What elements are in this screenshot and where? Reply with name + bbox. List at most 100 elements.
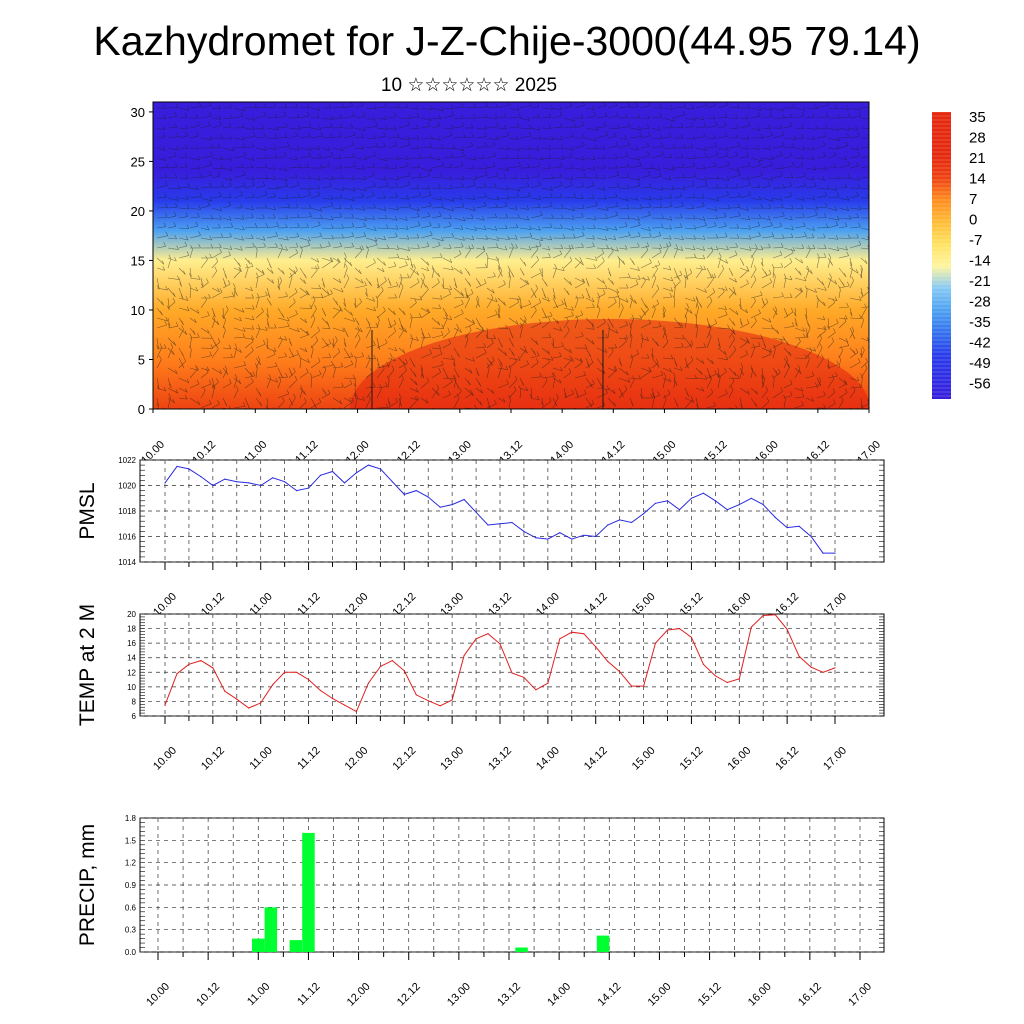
wind-barb bbox=[156, 347, 163, 359]
wind-barb-flag bbox=[328, 353, 332, 358]
wind-barb-flag bbox=[561, 342, 564, 347]
wind-barb bbox=[420, 225, 432, 229]
wind-barb-flag bbox=[483, 182, 487, 187]
wind-barb-flag bbox=[491, 338, 494, 344]
wind-barb-flag bbox=[819, 343, 823, 348]
wind-barb-flag bbox=[725, 310, 728, 315]
wind-barb-flag bbox=[274, 145, 277, 150]
wind-barb-flag bbox=[763, 343, 767, 348]
wind-barb-flag bbox=[373, 258, 376, 263]
cs-y-tick-label: 15 bbox=[131, 253, 145, 268]
data-point bbox=[666, 629, 669, 631]
wind-barb bbox=[860, 117, 869, 119]
wind-barb-flag bbox=[429, 167, 432, 172]
wind-barb bbox=[574, 197, 584, 199]
wind-barb-flag bbox=[526, 360, 529, 365]
wind-barb-flag bbox=[714, 369, 717, 375]
wind-barb bbox=[167, 347, 175, 356]
wind-barb-flag bbox=[462, 216, 466, 222]
wind-barb-flag bbox=[216, 378, 219, 383]
wind-barb bbox=[277, 126, 288, 129]
wind-barb bbox=[860, 146, 869, 149]
wind-barb-flag bbox=[637, 113, 641, 119]
wind-barb bbox=[794, 291, 802, 299]
wind-barb bbox=[409, 137, 420, 140]
wind-barb-flag bbox=[780, 151, 783, 156]
wind-barb-flag bbox=[212, 384, 216, 389]
wind-barb bbox=[310, 361, 321, 369]
wind-barb-flag bbox=[834, 296, 838, 301]
wind-barb-flag bbox=[792, 103, 796, 109]
wind-barb-flag bbox=[780, 387, 783, 392]
data-point bbox=[463, 654, 465, 657]
wind-barb bbox=[508, 302, 520, 309]
wind-barb-flag bbox=[548, 164, 551, 169]
wind-barb bbox=[530, 288, 538, 299]
wind-barb bbox=[838, 359, 841, 369]
wind-barb-flag bbox=[693, 154, 696, 159]
wind-barb-flag bbox=[853, 350, 856, 355]
wind-barb bbox=[200, 164, 212, 169]
wind-barb bbox=[442, 277, 445, 289]
wind-barb bbox=[706, 225, 717, 229]
wind-barb bbox=[629, 127, 641, 131]
wind-barb-flag bbox=[715, 233, 719, 239]
wind-barb-flag bbox=[218, 223, 221, 229]
wind-barb-flag bbox=[331, 360, 334, 366]
wind-barb bbox=[486, 276, 496, 279]
wind-barb-flag bbox=[705, 102, 708, 106]
data-point bbox=[726, 681, 728, 684]
wind-barb-flag bbox=[575, 315, 579, 320]
wind-barb bbox=[541, 157, 552, 160]
wind-barb-flag bbox=[561, 155, 565, 160]
wind-barb bbox=[486, 397, 491, 409]
wind-barb-flag bbox=[209, 160, 213, 165]
wind-barb bbox=[299, 358, 302, 369]
wind-barb-flag bbox=[266, 313, 269, 318]
wind-barb-flag bbox=[510, 334, 514, 339]
wind-barb bbox=[662, 187, 674, 191]
wind-barb bbox=[849, 268, 853, 279]
wind-barb bbox=[453, 126, 464, 129]
wind-barb-flag bbox=[338, 258, 341, 263]
wind-barb bbox=[244, 267, 249, 279]
x-tick-label: 11.12 bbox=[295, 981, 322, 1008]
wind-barb bbox=[519, 389, 522, 399]
wind-barb bbox=[750, 259, 754, 269]
wind-barb-flag bbox=[823, 152, 826, 157]
wind-barb-flag bbox=[571, 215, 575, 220]
wind-barb bbox=[200, 259, 208, 269]
wind-barb-flag bbox=[407, 180, 410, 185]
wind-barb bbox=[541, 376, 554, 379]
wind-barb-flag bbox=[472, 206, 476, 211]
wind-barb-flag bbox=[846, 196, 850, 201]
wind-barb bbox=[200, 372, 209, 379]
wind-barb bbox=[266, 106, 276, 109]
wind-barb bbox=[420, 397, 429, 404]
wind-barb-flag bbox=[637, 266, 640, 271]
wind-barb bbox=[398, 117, 411, 119]
wind-barb-flag bbox=[768, 124, 771, 129]
wind-barb-flag bbox=[798, 337, 801, 342]
wind-barb bbox=[431, 334, 444, 339]
data-point bbox=[319, 474, 322, 476]
wind-barb bbox=[211, 207, 222, 212]
wind-barb-flag bbox=[575, 295, 579, 300]
wind-barb-flag bbox=[515, 243, 518, 249]
wind-barb bbox=[244, 127, 255, 130]
wind-barb bbox=[750, 313, 761, 319]
wind-barb bbox=[211, 186, 224, 189]
wind-barb bbox=[563, 185, 573, 189]
wind-barb-flag bbox=[495, 297, 498, 302]
wind-barb-flag bbox=[715, 121, 718, 126]
wind-barb-flag bbox=[746, 135, 750, 140]
wind-barb-flag bbox=[645, 245, 649, 250]
wind-barb bbox=[750, 269, 757, 279]
wind-barb-flag bbox=[360, 102, 364, 107]
wind-barb-flag bbox=[281, 313, 285, 319]
wind-barb bbox=[563, 372, 572, 379]
wind-barb-flag bbox=[415, 124, 419, 129]
wind-barb-flag bbox=[514, 174, 518, 179]
wind-barb-flag bbox=[603, 318, 606, 323]
wind-barb-flag bbox=[471, 132, 474, 138]
